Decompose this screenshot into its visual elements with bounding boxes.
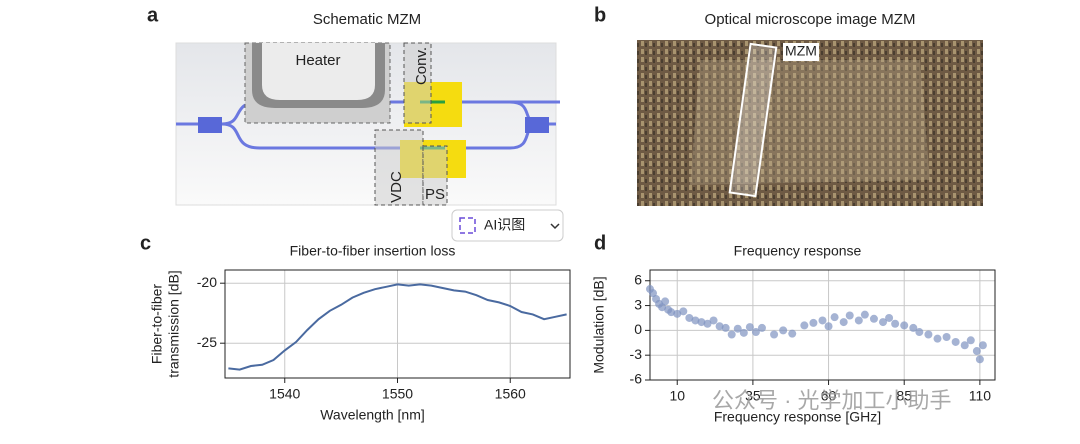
x-tick-label: 10 <box>669 388 685 404</box>
x-tick-label: 60 <box>821 388 837 404</box>
heater-label: Heater <box>295 52 340 69</box>
data-point <box>909 323 918 332</box>
data-point <box>779 326 788 335</box>
panel-label: a <box>147 4 159 26</box>
data-point <box>709 316 718 325</box>
data-point <box>751 328 760 337</box>
data-point <box>879 318 888 327</box>
data-point <box>933 334 942 343</box>
schematic <box>175 42 560 206</box>
ps-label: PS <box>425 186 445 203</box>
data-point <box>900 321 909 330</box>
chart-title: Frequency response <box>734 243 862 259</box>
watermark: 公众号 · 光学加工小助手 <box>712 388 952 413</box>
data-point <box>951 337 960 346</box>
data-point <box>924 330 933 339</box>
mzm-annotation: MZM <box>785 43 817 59</box>
panel-label: d <box>594 232 606 254</box>
data-point <box>818 316 827 325</box>
y-axis-label: Fiber-to-fiber <box>149 284 165 364</box>
data-point <box>960 341 969 350</box>
data-point <box>685 313 694 322</box>
x-axis-label: Frequency response [GHz] <box>714 409 881 425</box>
x-tick-label: 35 <box>745 388 761 404</box>
x-tick-label: 85 <box>896 388 912 404</box>
data-point <box>975 355 984 364</box>
vdc-label: VDC <box>388 171 405 203</box>
data-point <box>697 318 706 327</box>
data-point <box>869 314 878 323</box>
data-point <box>830 313 839 322</box>
data-point <box>885 313 894 322</box>
y-tick-label: -3 <box>630 346 643 362</box>
data-line <box>228 283 567 371</box>
chart-title: Fiber-to-fiber insertion loss <box>290 243 456 259</box>
x-tick-label: 110 <box>969 388 992 404</box>
data-point <box>691 316 700 325</box>
data-point <box>788 329 797 338</box>
data-point <box>809 318 818 327</box>
data-point <box>715 322 724 331</box>
data-point <box>721 323 730 332</box>
data-point <box>942 332 951 341</box>
y-tick-label: 6 <box>634 271 642 287</box>
y-axis-label: Modulation [dB] <box>591 276 607 373</box>
ai-button[interactable] <box>451 209 564 242</box>
panel-label: c <box>140 232 151 254</box>
x-tick-label: 1560 <box>495 386 526 402</box>
panel-title: Schematic MZM <box>313 11 421 28</box>
data-point <box>770 330 779 339</box>
y-tick-label: 0 <box>634 321 642 337</box>
data-point <box>800 321 809 330</box>
panel-title: Optical microscope image MZM <box>705 11 916 28</box>
data-point <box>745 323 754 332</box>
data-point <box>667 308 676 317</box>
y-tick-label: -20 <box>197 274 217 290</box>
data-point <box>891 319 900 328</box>
ai-button-label[interactable]: AI识图 <box>484 217 525 233</box>
data-point <box>966 336 975 345</box>
charts: 1540 1550 1560 -20 -25 Fiber-to-fiber inserti… <box>149 243 996 425</box>
data-point <box>739 328 748 337</box>
data-point <box>860 310 869 319</box>
y-tick-label: -25 <box>197 334 217 350</box>
x-axis-label: Wavelength [nm] <box>320 407 425 423</box>
data-point <box>673 309 682 318</box>
data-point <box>854 316 863 325</box>
y-axis-label: transmission [dB] <box>166 270 182 377</box>
plot-frame <box>224 269 571 379</box>
data-point <box>661 297 670 306</box>
data-point <box>733 324 742 333</box>
y-tick-label: -6 <box>630 371 643 387</box>
data-point <box>915 328 924 337</box>
x-tick-label: 1540 <box>269 386 300 402</box>
data-point <box>824 322 833 331</box>
conv-label: Conv. <box>413 47 430 85</box>
plot-frame <box>649 269 996 381</box>
data-point <box>845 311 854 320</box>
data-point <box>839 318 848 327</box>
data-point <box>757 323 766 332</box>
data-point <box>978 341 987 350</box>
data-point <box>703 319 712 328</box>
microscope-image <box>637 40 983 206</box>
data-point <box>972 347 981 356</box>
panel-label: b <box>594 4 606 26</box>
y-tick-label: 3 <box>634 296 642 312</box>
x-tick-label: 1550 <box>382 386 413 402</box>
data-point <box>727 330 736 339</box>
data-point <box>679 307 688 316</box>
